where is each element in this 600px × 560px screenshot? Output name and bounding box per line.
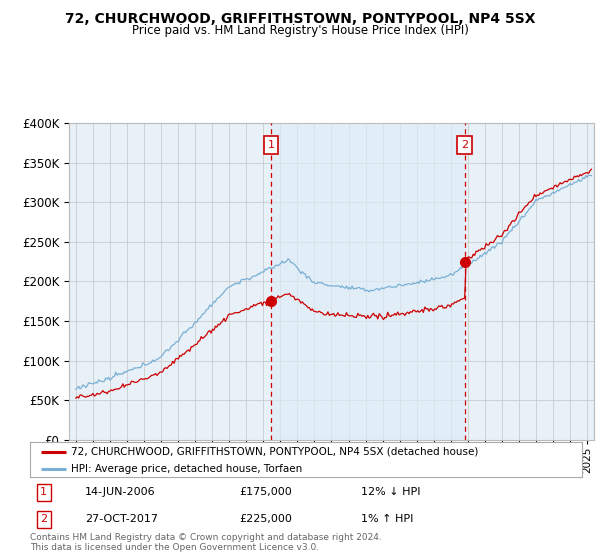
Text: 14-JUN-2006: 14-JUN-2006 <box>85 487 156 497</box>
Text: HPI: Average price, detached house, Torfaen: HPI: Average price, detached house, Torf… <box>71 464 302 474</box>
Text: £225,000: £225,000 <box>240 514 293 524</box>
Text: 1% ↑ HPI: 1% ↑ HPI <box>361 514 413 524</box>
Text: 72, CHURCHWOOD, GRIFFITHSTOWN, PONTYPOOL, NP4 5SX (detached house): 72, CHURCHWOOD, GRIFFITHSTOWN, PONTYPOOL… <box>71 447 479 457</box>
Text: 1: 1 <box>40 487 47 497</box>
Text: 27-OCT-2017: 27-OCT-2017 <box>85 514 158 524</box>
Text: 1: 1 <box>268 141 274 150</box>
Text: Contains HM Land Registry data © Crown copyright and database right 2024.: Contains HM Land Registry data © Crown c… <box>30 533 382 542</box>
Text: Price paid vs. HM Land Registry's House Price Index (HPI): Price paid vs. HM Land Registry's House … <box>131 24 469 36</box>
Text: 12% ↓ HPI: 12% ↓ HPI <box>361 487 421 497</box>
Bar <box>271 123 465 440</box>
Text: 2: 2 <box>40 514 47 524</box>
Text: 72, CHURCHWOOD, GRIFFITHSTOWN, PONTYPOOL, NP4 5SX: 72, CHURCHWOOD, GRIFFITHSTOWN, PONTYPOOL… <box>65 12 535 26</box>
Text: This data is licensed under the Open Government Licence v3.0.: This data is licensed under the Open Gov… <box>30 543 319 552</box>
Text: £175,000: £175,000 <box>240 487 293 497</box>
Text: 2: 2 <box>461 141 469 150</box>
